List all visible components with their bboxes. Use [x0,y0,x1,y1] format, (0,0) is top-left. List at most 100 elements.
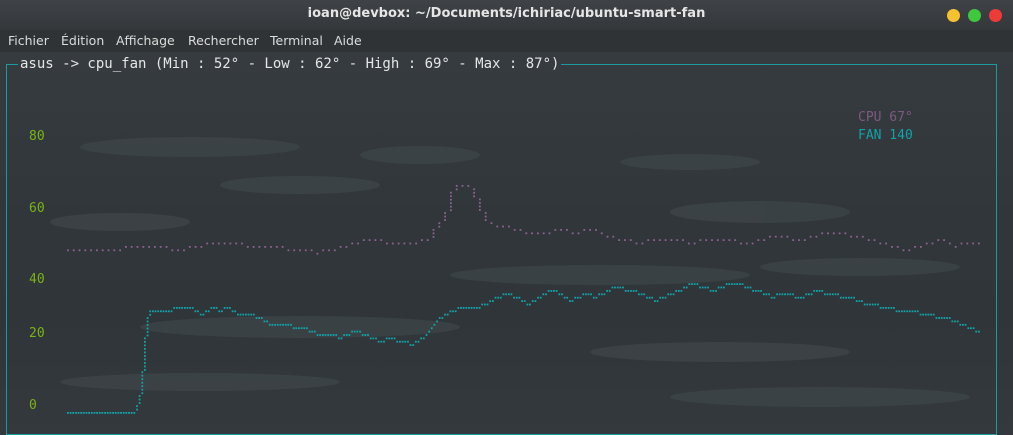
cpu-point [798,239,800,241]
maximize-button[interactable] [968,9,981,22]
fan-point [284,323,287,326]
menu-affichage[interactable]: Affichage [116,33,175,48]
fan-point [242,313,245,316]
fan-point [470,307,473,309]
fan-point [640,293,643,296]
fan-point [956,320,959,323]
cpu-point [293,249,296,252]
minimize-button[interactable] [947,9,960,22]
cpu-point [769,235,771,238]
cpu-point [96,249,98,252]
cpu-point [618,239,620,241]
menu-edition[interactable]: Édition [61,33,105,48]
cpu-point [479,209,481,211]
menu-terminal[interactable]: Terminal [270,33,323,48]
cpu-point [954,246,957,248]
fan-point [739,283,741,285]
cpu-point [670,239,673,241]
cpu-point [711,239,713,241]
fan-point [165,310,168,313]
cpu-point [943,239,945,241]
fan-point [914,310,917,313]
cpu-point [792,239,795,241]
fan-point [186,307,189,309]
fan-point [677,290,680,292]
fan-point [276,323,279,326]
fan-point [736,283,739,285]
cpu-point [450,191,452,194]
cpu-point [444,215,446,218]
fan-point [444,313,446,316]
cpu-point [461,185,464,187]
cpu-point [113,249,116,252]
fan-point [962,323,964,326]
fan-point [189,307,191,309]
fan-point [635,290,638,292]
cpu-point [467,185,470,187]
fan-point [465,307,468,309]
fan-point [191,307,194,309]
cpu-point [171,249,174,252]
cpu-point [850,235,853,238]
cpu-point [716,239,719,241]
fan-point [685,286,688,289]
fan-point [274,323,276,326]
fan-point [90,412,93,414]
fan-point [616,286,619,289]
title-bar[interactable]: ioan@devbox: ~/Documents/ichiriac/ubuntu… [0,0,1013,31]
fan-point [664,296,667,299]
cpu-point [339,246,342,248]
cpu-point [687,242,690,245]
cpu-point [438,222,441,225]
fan-point [319,334,322,336]
cpu-point [722,239,725,241]
cpu-point [444,219,446,221]
fan-point [545,293,547,296]
cpu-point [345,246,348,248]
fan-point [959,323,962,326]
fan-point [611,286,614,289]
fan-point [207,310,210,313]
fan-point [701,286,704,289]
fan-point [412,344,415,346]
fan-point [385,337,388,340]
fan-point [300,327,303,330]
fan-point [141,378,144,381]
close-button[interactable] [989,9,1002,22]
fan-series [67,283,980,414]
fan-point [88,412,90,414]
fan-point [80,412,83,414]
fan-point [816,290,818,292]
cpu-point [571,232,574,235]
fan-point [919,313,922,316]
fan-point [802,296,805,299]
fan-point [672,293,675,296]
fan-point [340,337,343,340]
fan-point [624,290,627,292]
fan-point [837,293,839,296]
fan-point [417,340,420,343]
cpu-point [699,239,702,241]
fan-point [112,412,114,414]
fan-point [656,300,659,302]
fan-point [438,317,441,319]
cpu-point [310,249,313,252]
terminal-area[interactable]: asus -> cpu_fan (Min : 52° - Low : 62° -… [0,52,1013,435]
fan-point [776,293,778,296]
menu-fichier[interactable]: Fichier [8,33,49,48]
cpu-point [223,242,226,245]
fan-point [120,412,122,414]
fan-point [890,307,893,309]
menu-rechercher[interactable]: Rechercher [188,33,259,48]
fan-point [239,313,242,316]
cpu-point [386,242,388,245]
cpu-point [351,242,354,245]
fan-point [210,307,213,309]
fan-point [332,334,335,336]
menu-aide[interactable]: Aide [334,33,362,48]
fan-point [675,290,677,292]
fan-point [526,303,529,306]
fan-point [255,317,258,319]
cpu-point [281,246,284,248]
fan-point [144,351,146,354]
